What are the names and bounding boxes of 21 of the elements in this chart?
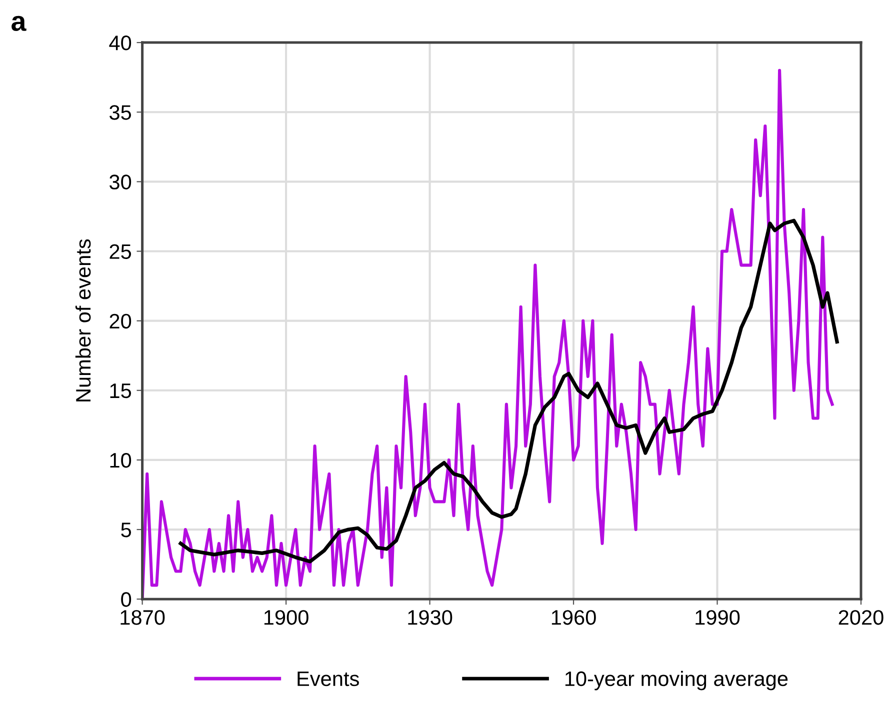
x-tick-label: 1900	[264, 610, 308, 625]
legend-label: Events	[298, 672, 359, 686]
x-tick-label: 1930	[408, 610, 452, 625]
y-tick-label: 35	[110, 105, 132, 120]
y-tick-label: 30	[110, 174, 132, 190]
line-series	[142, 68, 834, 600]
y-tick-label: 10	[110, 452, 132, 468]
line-series	[178, 218, 839, 564]
y-tick-label: 15	[110, 384, 132, 398]
y-tick-label: 0	[121, 592, 132, 607]
x-tick-label: 2020	[838, 610, 884, 625]
y-tick-label: 25	[110, 244, 132, 260]
x-tick-label: 1960	[552, 610, 596, 625]
x-tick-label: 1870	[120, 610, 165, 625]
legend-label: 10-year moving average	[565, 670, 788, 690]
text: a	[12, 16, 26, 32]
y-tick-label: 20	[110, 314, 132, 329]
y-axis-title: Number of events	[75, 239, 91, 402]
x-tick-label: 1990	[696, 610, 740, 625]
y-tick-label: 5	[121, 522, 132, 538]
y-tick-label: 40	[109, 36, 132, 50]
